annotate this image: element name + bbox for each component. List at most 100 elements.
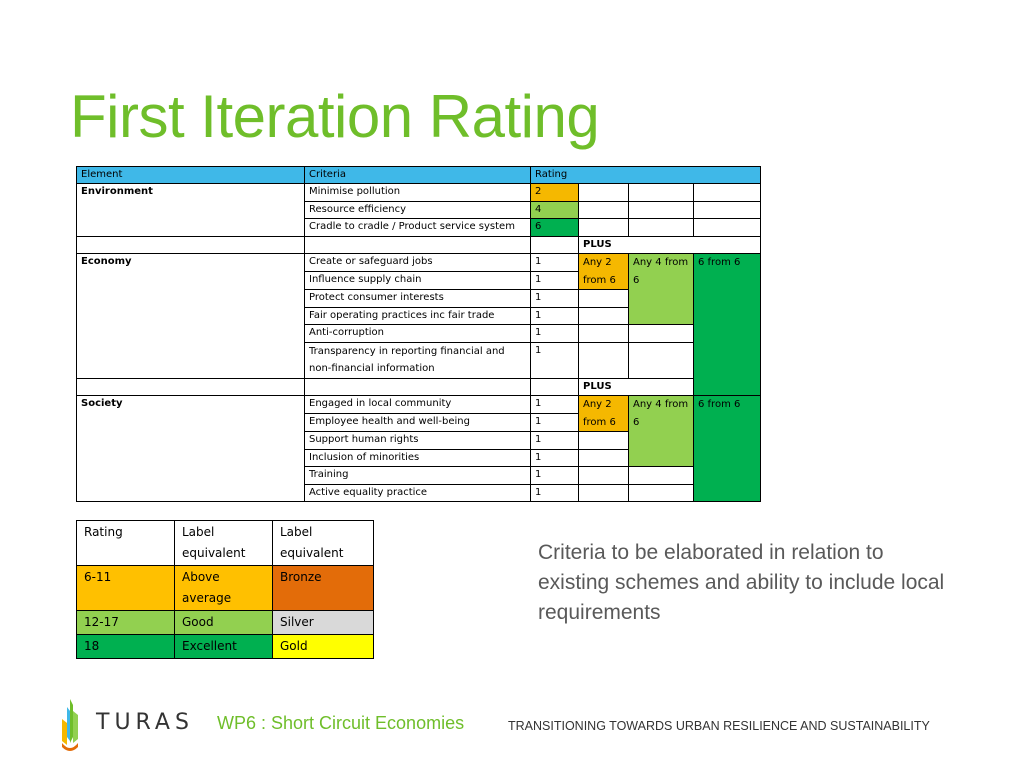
legend-label1: Above average — [174, 565, 273, 611]
header-rating: Rating — [530, 166, 761, 184]
empty-cell — [578, 448, 629, 467]
empty-cell — [578, 324, 629, 343]
empty-cell — [578, 200, 629, 219]
table-row: Transparency in reporting financial and … — [77, 341, 761, 379]
legend-header-label2: Label equivalent — [272, 520, 374, 566]
empty-cell — [578, 183, 629, 202]
legend-header-label1: Label equivalent — [174, 520, 273, 566]
criteria-cell: Engaged in local community — [304, 395, 531, 414]
criteria-cell: Training — [304, 466, 531, 485]
all6-cell: 6 from 6 — [693, 395, 761, 502]
empty-cell — [578, 289, 629, 308]
legend-row: 6-11 Above average Bronze — [76, 565, 374, 611]
legend-header-rating: Rating — [76, 520, 175, 566]
all6-cell: 6 from 6 — [693, 253, 761, 396]
empty-cell — [693, 218, 761, 237]
rating-cell: 1 — [530, 271, 579, 290]
table-row: Active equality practice 1 — [77, 483, 761, 502]
empty-cell — [628, 341, 694, 379]
rating-cell: 1 — [530, 413, 579, 432]
turas-logo-icon — [62, 699, 78, 751]
rating-cell: 1 — [530, 395, 579, 414]
empty-cell — [76, 235, 305, 254]
empty-cell — [628, 218, 694, 237]
table-row: Economy Create or safeguard jobs 1 Any 2… — [76, 253, 761, 396]
legend-rating: 6-11 — [76, 565, 175, 611]
table-row: Protect consumer interests 1 — [77, 289, 761, 308]
empty-cell — [530, 377, 579, 396]
legend-row: 12-17 Good Silver — [76, 610, 374, 635]
header-element: Element — [76, 166, 305, 184]
empty-cell — [578, 341, 629, 379]
criteria-cell: Influence supply chain — [304, 271, 531, 290]
plus-label: PLUS — [578, 377, 694, 396]
criteria-cell: Cradle to cradle / Product service syste… — [304, 218, 531, 237]
empty-cell — [76, 377, 305, 396]
empty-cell — [578, 306, 629, 325]
table-row: Employee health and well-being 1 — [77, 413, 761, 432]
rating-cell: 1 — [530, 483, 579, 502]
plus-label: PLUS — [578, 235, 761, 254]
footer-brand: TURAS — [96, 710, 194, 735]
empty-cell — [628, 183, 694, 202]
empty-cell — [578, 218, 629, 237]
note-text: Criteria to be elaborated in relation to… — [538, 541, 945, 624]
legend-label1: Excellent — [174, 634, 273, 659]
rating-cell: 1 — [530, 324, 579, 343]
any4-cell: Any 4 from 6 — [628, 253, 694, 325]
element-environment: Environment — [76, 183, 305, 236]
criteria-cell: Support human rights — [304, 431, 531, 450]
table-row: Influence supply chain 1 — [77, 271, 761, 290]
rating-cell: 1 — [530, 306, 579, 325]
legend-rating: 18 — [76, 634, 175, 659]
empty-cell — [304, 235, 531, 254]
rating-cell: 1 — [530, 289, 579, 308]
any4-cell: Any 4 from 6 — [628, 395, 694, 467]
criteria-cell: Employee health and well-being — [304, 413, 531, 432]
criteria-cell: Anti-corruption — [304, 324, 531, 343]
empty-cell — [304, 377, 531, 396]
legend-table: Rating Label equivalent Label equivalent… — [76, 520, 374, 659]
empty-cell — [628, 466, 694, 485]
criteria-cell: Create or safeguard jobs — [304, 253, 531, 272]
rating-table: Element Criteria Rating Environment Mini… — [76, 166, 761, 502]
footer-workpackage: WP6 : Short Circuit Economies — [217, 713, 465, 733]
empty-cell — [693, 200, 761, 219]
empty-cell — [578, 466, 629, 485]
plus-row: PLUS — [76, 235, 761, 254]
empty-cell — [578, 483, 629, 502]
rating-cell: 1 — [530, 253, 579, 272]
table-row: Society Engaged in local community 1 Any… — [76, 395, 761, 502]
legend-label2: Bronze — [272, 565, 374, 611]
table-row: Environment Minimise pollution 2 — [76, 183, 761, 236]
empty-cell — [628, 200, 694, 219]
criteria-cell: Minimise pollution — [304, 183, 531, 202]
legend-label1: Good — [174, 610, 273, 635]
rating-cell: 6 — [530, 218, 579, 237]
criteria-cell: Inclusion of minorities — [304, 448, 531, 467]
plus-row: PLUS — [76, 377, 761, 396]
element-economy: Economy — [76, 253, 305, 378]
criteria-cell: Fair operating practices inc fair trade — [304, 306, 531, 325]
empty-cell — [628, 483, 694, 502]
any2-cell: Any 2 from 6 — [578, 395, 629, 432]
criteria-cell: Protect consumer interests — [304, 289, 531, 308]
legend-label2: Gold — [272, 634, 374, 659]
empty-cell — [578, 431, 629, 450]
criteria-cell: Resource efficiency — [304, 200, 531, 219]
table-header-row: Element Criteria Rating — [76, 166, 761, 184]
empty-cell — [530, 235, 579, 254]
legend-rating: 12-17 — [76, 610, 175, 635]
any2-cell: Any 2 from 6 — [578, 253, 629, 290]
criteria-cell: Transparency in reporting financial and … — [304, 341, 531, 379]
element-society: Society — [76, 395, 305, 502]
rating-cell: 2 — [530, 183, 579, 202]
rating-cell: 1 — [530, 431, 579, 450]
rating-cell: 1 — [530, 341, 579, 379]
table-row: Training 1 — [77, 466, 761, 485]
criteria-cell: Active equality practice — [304, 483, 531, 502]
empty-cell — [693, 183, 761, 202]
legend-row: 18 Excellent Gold — [76, 634, 374, 659]
rating-cell: 1 — [530, 448, 579, 467]
rating-cell: 1 — [530, 466, 579, 485]
